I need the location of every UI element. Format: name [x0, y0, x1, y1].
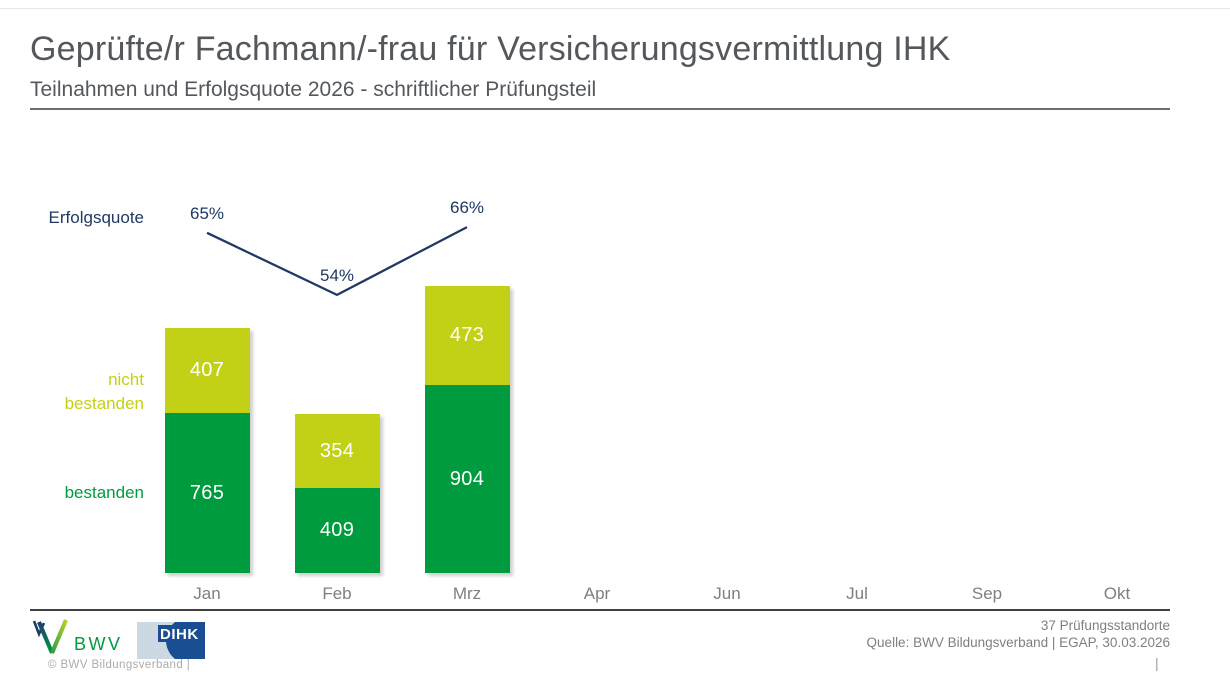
x-axis-label-jul: Jul [846, 584, 868, 603]
dihk-logo-text: DIHK [160, 626, 199, 643]
footer-divider [30, 609, 1170, 611]
segment-bestanden-value: 904 [449, 467, 485, 490]
exam-locations-text: 37 Prüfungsstandorte [1040, 618, 1170, 633]
x-axis-label-mrz: Mrz [452, 584, 482, 603]
footer-info: 37 Prüfungsstandorte Quelle: BWV Bildung… [670, 617, 1170, 651]
segment-nicht-bestanden-value: 407 [189, 359, 225, 381]
segment-bestanden: 765 [164, 413, 250, 573]
copyright-text: © BWV Bildungsverband | [48, 659, 191, 671]
bwv-logo-text: BWV [74, 634, 123, 654]
dihk-logo-text-box [158, 625, 180, 642]
segment-nicht-bestanden-value: 354 [319, 439, 355, 462]
segment-nicht-bestanden: 354 [294, 414, 380, 488]
bwv-mark-right-arm [50, 619, 68, 654]
top-border-line [0, 8, 1230, 9]
legend-nicht-bestanden-line1: nicht [108, 370, 144, 389]
success-rate-label-mrz: 66% [449, 198, 485, 218]
legend-bestanden: bestanden [64, 483, 144, 502]
page-subtitle: Teilnahmen und Erfolgsquote 2026 - schri… [30, 78, 597, 101]
segment-bestanden: 409 [294, 488, 380, 573]
success-rate-label-feb: 54% [319, 265, 355, 285]
plot-area: Erfolgsquote nicht bestanden bestanden J… [30, 130, 1170, 610]
footer-pipe: | [1155, 655, 1159, 671]
x-axis-label-apr: Apr [583, 584, 611, 603]
bar-mrz: 473 904 [424, 286, 510, 573]
bwv-logo: BWV [32, 619, 123, 654]
x-axis-label-jun: Jun [713, 584, 741, 603]
x-axis-label-okt: Okt [1103, 584, 1131, 603]
x-axis-label-jan: Jan [193, 584, 221, 603]
bwv-mark-left-arm [37, 621, 54, 654]
dihk-logo: DIHK [137, 622, 205, 659]
legend-nicht-bestanden: nicht bestanden [30, 368, 144, 416]
x-axis-label-sep: Sep [971, 584, 1003, 603]
source-text: Quelle: BWV Bildungsverband | EGAP, 30.0… [866, 635, 1170, 650]
bar-feb: 354 409 [294, 414, 380, 573]
legend-erfolgsquote: Erfolgsquote [48, 208, 144, 227]
legend-nicht-bestanden-line2: bestanden [64, 394, 144, 413]
segment-bestanden-value: 409 [319, 519, 355, 541]
segment-nicht-bestanden: 473 [424, 286, 510, 385]
success-rate-label-jan: 65% [189, 203, 225, 223]
x-axis-label-feb: Feb [322, 584, 352, 603]
segment-bestanden-value: 765 [189, 481, 225, 504]
segment-nicht-bestanden-value: 473 [449, 324, 485, 346]
segment-bestanden: 904 [424, 385, 510, 573]
segment-nicht-bestanden: 407 [164, 328, 250, 413]
bar-jan: 407 765 [164, 328, 250, 573]
page-title: Geprüfte/r Fachmann/-frau für Versicheru… [30, 30, 951, 68]
header-divider [30, 108, 1170, 110]
